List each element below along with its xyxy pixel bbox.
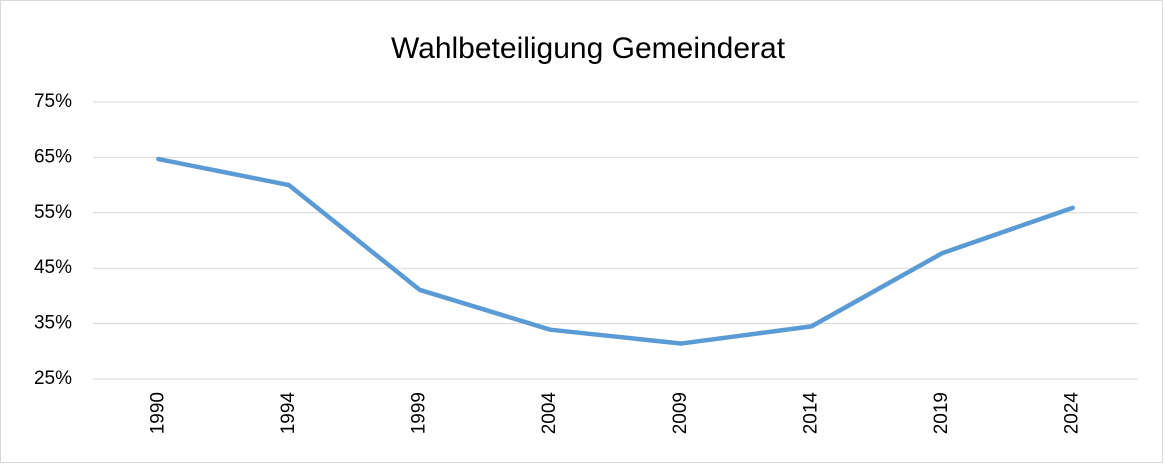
- chart-title: Wahlbeteiligung Gemeinderat: [391, 32, 786, 65]
- x-tick-label: 2024: [1062, 392, 1083, 435]
- x-tick-label: 1999: [409, 392, 430, 434]
- x-tick-label: 1994: [278, 392, 299, 435]
- y-tick-label: 55%: [34, 202, 72, 223]
- y-tick-label: 45%: [34, 257, 72, 278]
- x-tick-label: 2014: [800, 392, 821, 435]
- y-tick-label: 75%: [34, 91, 72, 112]
- x-tick-label: 2009: [670, 392, 691, 434]
- y-tick-label: 25%: [34, 368, 72, 389]
- x-tick-label: 2004: [539, 392, 560, 435]
- y-tick-label: 65%: [34, 146, 72, 167]
- x-tick-label: 1990: [147, 392, 168, 434]
- x-tick-label: 2019: [931, 392, 952, 434]
- data-line: [156, 156, 1075, 346]
- y-tick-label: 35%: [34, 313, 72, 334]
